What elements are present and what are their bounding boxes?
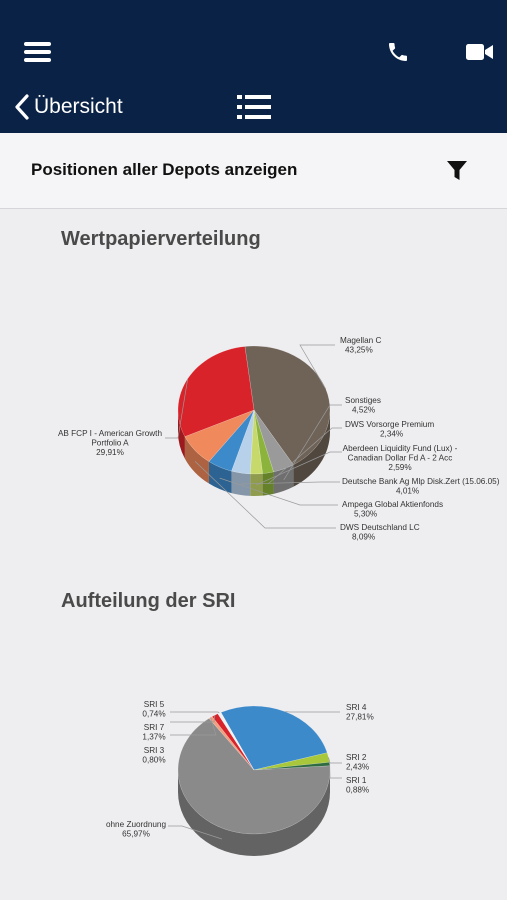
chart-title-sri: Aufteilung der SRI [61, 590, 236, 612]
app-header [0, 0, 507, 133]
pie-side-deutsche-bank-ag-mlp-disk-zert-15-06-05 [231, 471, 251, 496]
pie-slice-sri-4 [220, 705, 328, 771]
slice-label-sri-3: SRI 3 [144, 746, 165, 755]
pie-side-ohne-zuordnung [178, 770, 330, 856]
pie-slice-ampega-global-aktienfonds [208, 409, 255, 472]
leader-line-ohne-zuordnung [168, 825, 222, 840]
back-label: Übersicht [34, 95, 123, 118]
pie-slice-ohne-zuordnung [177, 718, 331, 835]
slice-value-aberdeen-liquidity-fund-lux-canadian-dol: 2,59% [388, 463, 411, 472]
slice-label-ohne-zuordnung: ohne Zuordnung [106, 820, 167, 829]
leader-line-dws-deutschland-lc [194, 461, 336, 529]
pie-slice-deutsche-bank-ag-mlp-disk-zert-15-06-05 [231, 409, 255, 475]
leader-line-dws-vorsorge-premium [267, 427, 342, 485]
slice-label-dws-deutschland-lc: DWS Deutschland LC [340, 523, 420, 532]
slice-label-ampega-global-aktienfonds: Ampega Global Aktienfonds [342, 500, 443, 509]
slice-value-sri-1: 0,88% [346, 786, 369, 795]
slice-value-ohne-zuordnung: 65,97% [122, 830, 150, 839]
slice-value-dws-deutschland-lc: 8,09% [352, 533, 375, 542]
leader-line-deutsche-bank-ag-mlp-disk-zert-15-06-05 [240, 481, 340, 485]
leader-line-magellan-c [299, 344, 335, 390]
list-icon[interactable] [237, 95, 271, 119]
pie-side-magellan-c [293, 410, 330, 487]
slice-label-sri-1: SRI 1 [346, 776, 367, 785]
slice-label-sri-5: SRI 5 [144, 700, 165, 709]
chevron-left-icon [15, 94, 29, 120]
pie-side-ampega-global-aktienfonds [208, 461, 232, 494]
pie-slice-aberdeen-liquidity-fund-lux-canadian-dol [249, 409, 263, 475]
pie-chart-sri: SRI 427,81% SRI 22,43% SRI 10,88% ohne Zuor… [106, 700, 374, 856]
leader-line-sri-3 [170, 717, 217, 736]
slice-value-magellan-c: 43,25% [345, 346, 373, 355]
slice-value-sri-2: 2,43% [346, 763, 369, 772]
leader-line-ab-fcp-i-american-growth-portfolio-a [165, 378, 189, 439]
pie-slice-dws-vorsorge-premium [253, 409, 274, 474]
video-icon[interactable] [466, 42, 493, 62]
leader-line-sri-7 [170, 715, 216, 723]
slice-label-sonstiges: Sonstiges [345, 396, 381, 405]
slice-value-sri-5: 0,74% [142, 710, 165, 719]
slice-label-ab-fcp-i-american-growth-portfolio-a: Portfolio A [91, 439, 129, 448]
slice-label-dws-vorsorge-premium: DWS Vorsorge Premium [345, 420, 434, 429]
back-button[interactable]: Übersicht [14, 92, 123, 122]
leader-line-aberdeen-liquidity-fund-lux-canadian-dol [256, 451, 342, 486]
positions-toggle-label[interactable]: Positionen aller Depots anzeigen [31, 160, 298, 179]
slice-value-deutsche-bank-ag-mlp-disk-zert-15-06-05: 4,01% [396, 487, 419, 496]
leader-line-sri-5 [170, 711, 220, 714]
filter-bar [0, 133, 507, 209]
slice-label-aberdeen-liquidity-fund-lux-canadian-dol: Canadian Dollar Fd A - 2 Acc [348, 454, 453, 463]
slice-value-ab-fcp-i-american-growth-portfolio-a: 29,91% [96, 448, 124, 457]
leader-line-sri-2 [328, 757, 342, 764]
slice-label-sri-4: SRI 4 [346, 703, 367, 712]
pie-side-ab-fcp-i-american-growth-portfolio-a [178, 410, 185, 459]
leader-line-sri-1 [329, 764, 342, 779]
slice-value-sri-4: 27,81% [346, 713, 374, 722]
leader-line-sonstiges [283, 404, 342, 481]
chart-title-wertpapier: Wertpapierverteilung [61, 228, 261, 250]
slice-value-sonstiges: 4,52% [352, 406, 375, 415]
slice-label-magellan-c: Magellan C [340, 336, 382, 345]
pie-slice-sri-5 [217, 712, 255, 771]
leader-line-ampega-global-aktienfonds [219, 477, 338, 506]
slice-value-dws-vorsorge-premium: 2,34% [380, 430, 403, 439]
slice-value-ampega-global-aktienfonds: 5,30% [354, 510, 377, 519]
menu-icon[interactable] [24, 42, 51, 62]
slice-label-sri-2: SRI 2 [346, 753, 367, 762]
slice-label-deutsche-bank-ag-mlp-disk-zert-15-06-05: Deutsche Bank Ag Mlp Disk.Zert (15.06.05… [342, 477, 500, 486]
pie-slice-dws-deutschland-lc [184, 409, 255, 462]
filter-icon[interactable] [446, 160, 468, 182]
slice-value-sri-7: 1,37% [142, 733, 165, 742]
slice-label-sri-7: SRI 7 [144, 723, 165, 732]
pie-side-dws-deutschland-lc [184, 436, 209, 484]
phone-icon[interactable] [386, 40, 410, 64]
slice-label-aberdeen-liquidity-fund-lux-canadian-dol: Aberdeen Liquidity Fund (Lux) - [343, 444, 458, 453]
slice-label-ab-fcp-i-american-growth-portfolio-a: AB FCP I - American Growth [58, 429, 162, 438]
slice-value-sri-3: 0,80% [142, 756, 165, 765]
